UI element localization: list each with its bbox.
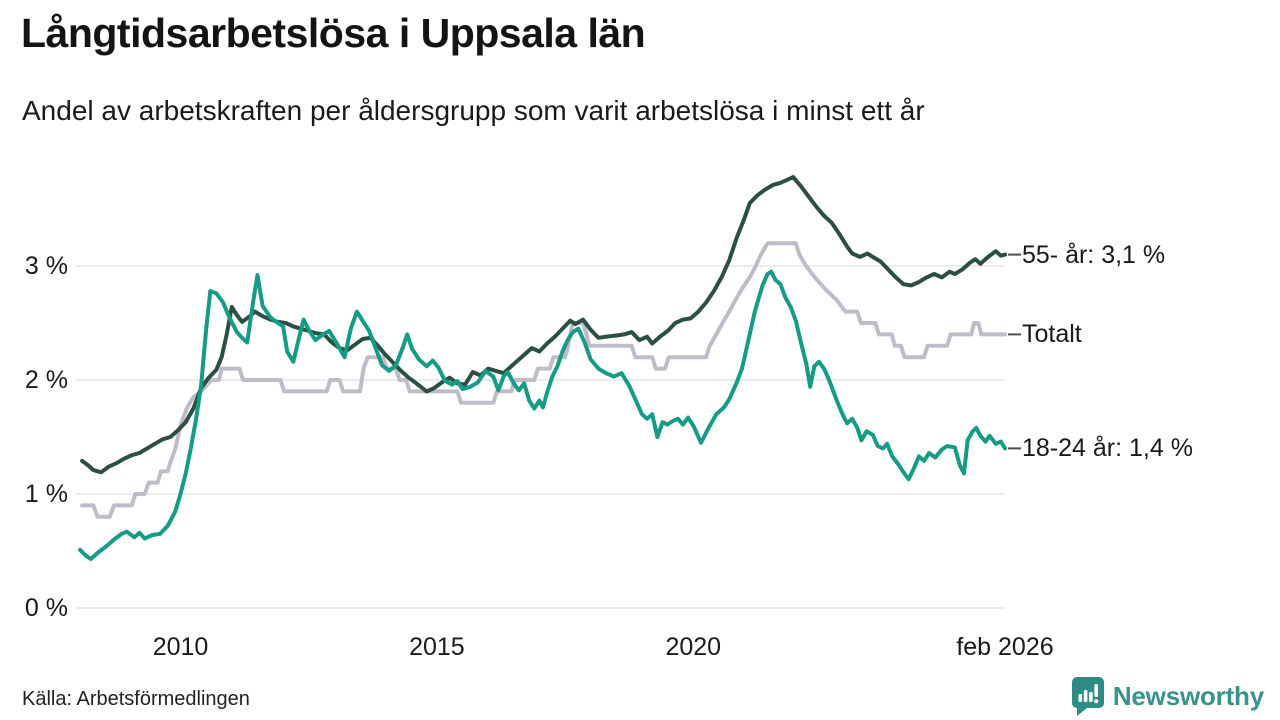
series-end-label-totalt: Totalt [1022,320,1082,349]
y-axis-tick-3: 3 % [25,252,68,280]
y-axis-tick-0: 0 % [25,594,68,622]
series-end-label-55-ar: 55- år: 3,1 % [1022,240,1166,269]
x-axis-tick-2015: 2015 [409,633,465,661]
series-line-totalt [80,241,1007,519]
chart-subtitle: Andel av arbetskraften per åldersgrupp s… [22,95,925,126]
x-axis-tick-2020: 2020 [665,633,721,661]
x-axis-tick-2010: 2010 [153,633,209,661]
brand-logo: Newsworthy [1071,676,1264,716]
y-axis-tick-1: 1 % [25,480,68,508]
y-axis-tick-2: 2 % [25,366,68,394]
brand-name: Newsworthy [1112,680,1264,711]
series-end-label-18-24-ar: 18-24 år: 1,4 % [1022,434,1193,463]
series-line-55-r [80,175,1007,475]
source-note: Källa: Arbetsförmedlingen [22,688,250,710]
page-title: Långtidsarbetslösa i Uppsala län [21,10,646,56]
x-axis-tick-feb-2026: feb 2026 [956,633,1053,661]
series-line-18-24-r [78,269,1007,561]
newsworthy-icon [1071,677,1104,716]
